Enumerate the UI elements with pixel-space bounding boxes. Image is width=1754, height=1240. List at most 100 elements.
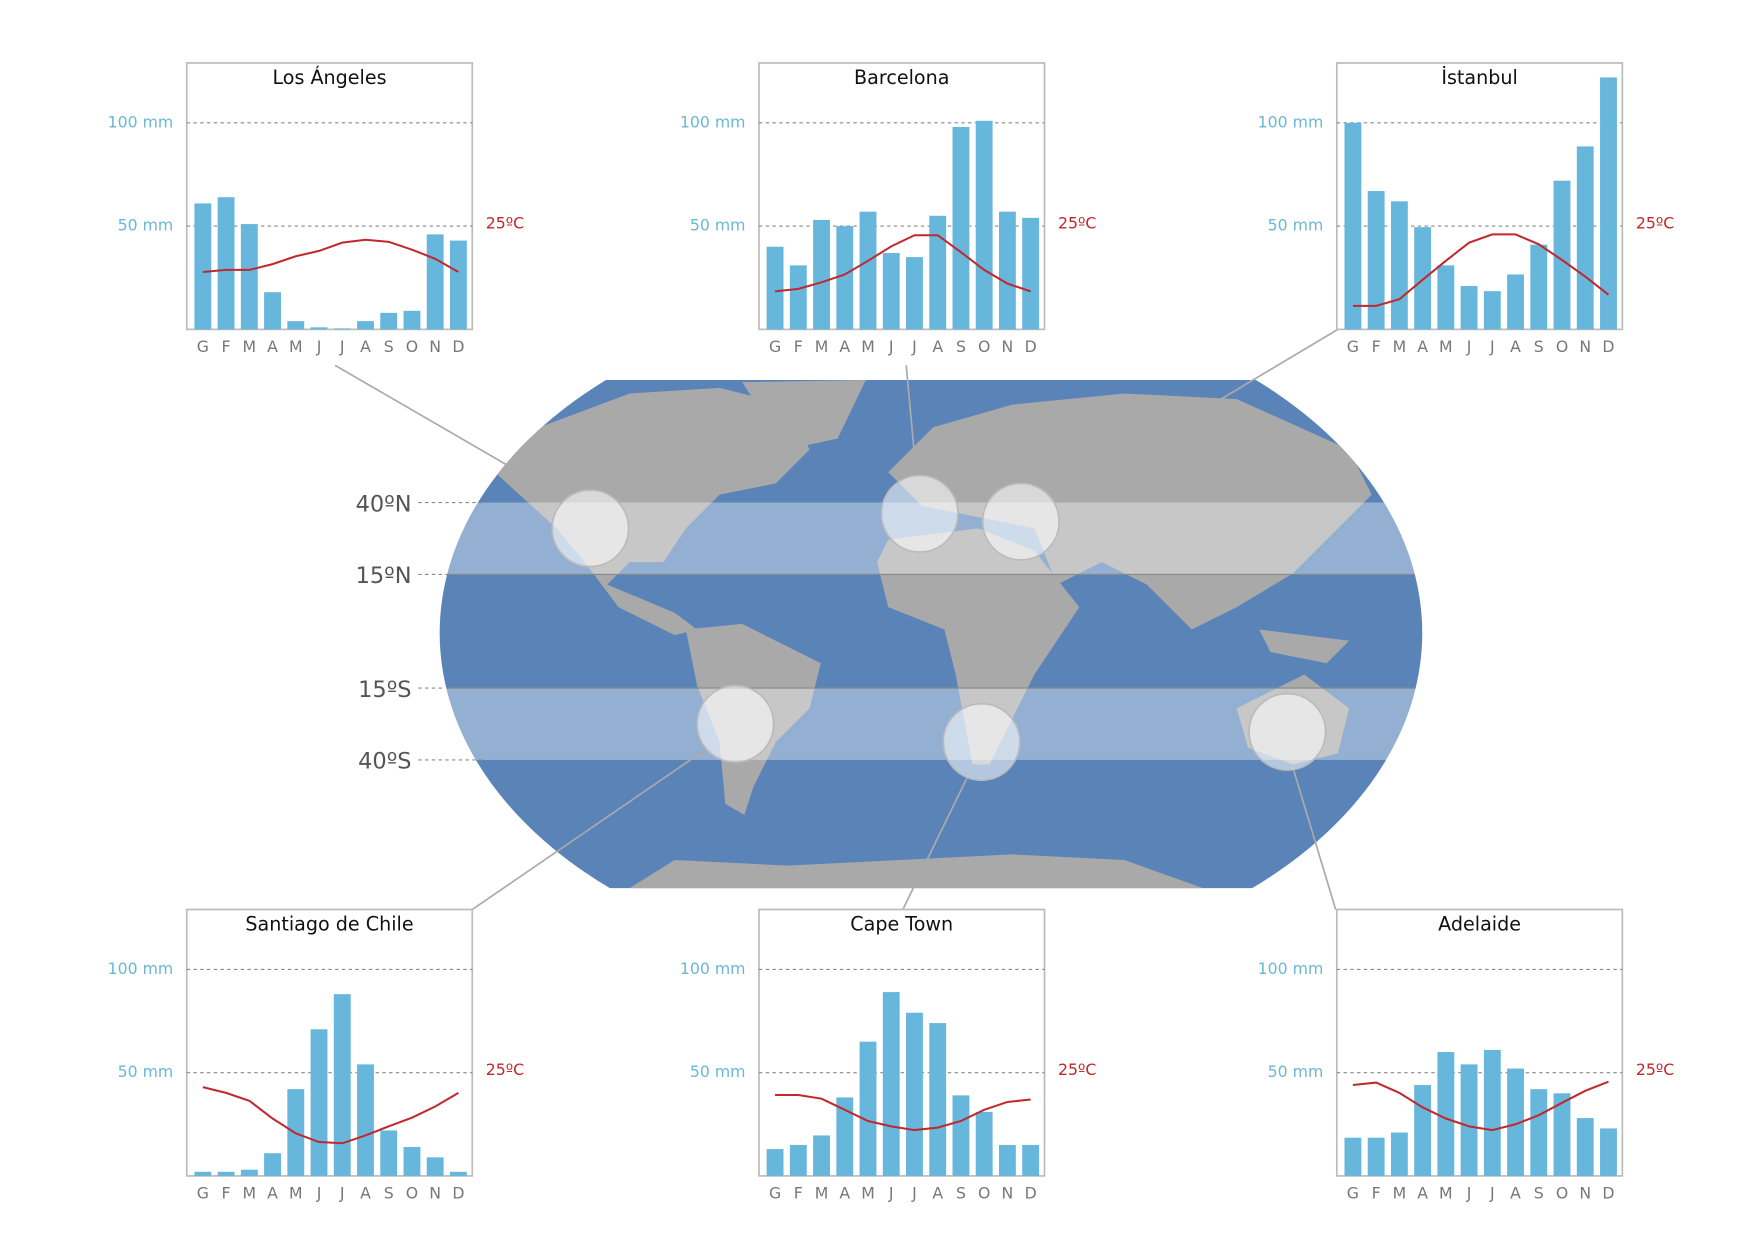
bar xyxy=(1576,146,1594,330)
bar xyxy=(194,1171,212,1176)
y-tick-label: 100 mm xyxy=(108,112,174,131)
y-tick-label: 100 mm xyxy=(108,959,174,978)
bar xyxy=(310,327,328,330)
bar xyxy=(766,246,784,330)
y2-tick-label: 25ºC xyxy=(486,1060,524,1079)
bar xyxy=(240,224,258,330)
x-tick-label: M xyxy=(289,1183,303,1202)
bar xyxy=(449,240,467,330)
y-tick-label: 50 mm xyxy=(1268,216,1324,235)
bar xyxy=(836,226,854,330)
y-tick-label: 50 mm xyxy=(1268,1062,1324,1081)
x-tick-label: J xyxy=(339,337,345,356)
bar xyxy=(1367,1137,1385,1176)
y2-tick-label: 25ºC xyxy=(1058,213,1096,232)
bar xyxy=(426,1157,444,1176)
x-tick-label: A xyxy=(1417,1183,1428,1202)
chart-title: Barcelona xyxy=(854,66,949,89)
bar xyxy=(1553,180,1571,330)
bar xyxy=(264,292,281,330)
x-tick-label: O xyxy=(1556,1183,1568,1202)
x-tick-label: N xyxy=(429,337,441,356)
x-tick-label: M xyxy=(289,337,303,356)
x-tick-label: D xyxy=(452,337,464,356)
bar xyxy=(929,1023,947,1176)
x-tick-label: M xyxy=(815,337,829,356)
bar xyxy=(952,126,970,330)
x-tick-label: O xyxy=(978,337,990,356)
x-tick-label: D xyxy=(1602,337,1614,356)
bar xyxy=(836,1097,854,1176)
bar xyxy=(287,321,305,330)
x-tick-label: O xyxy=(978,1183,990,1202)
x-tick-label: J xyxy=(1466,1183,1472,1202)
bar xyxy=(403,310,421,330)
x-tick-label: A xyxy=(932,337,943,356)
x-tick-label: J xyxy=(888,1183,894,1202)
chart-frame xyxy=(758,908,1046,1177)
bar xyxy=(1367,191,1385,330)
x-tick-label: O xyxy=(406,337,418,356)
y2-tick-label: 25ºC xyxy=(1636,213,1674,232)
chart-title: Adelaide xyxy=(1438,913,1521,936)
temperature-line xyxy=(775,1093,1031,1132)
x-tick-label: S xyxy=(384,337,394,356)
x-tick-label: J xyxy=(1466,337,1472,356)
bar xyxy=(998,211,1016,330)
x-tick-label: N xyxy=(429,1183,441,1202)
bar xyxy=(380,1130,398,1176)
bar xyxy=(310,1029,328,1176)
x-tick-label: F xyxy=(794,337,803,356)
bar xyxy=(1437,1051,1455,1176)
x-tick-label: G xyxy=(1347,337,1359,356)
x-tick-label: D xyxy=(1025,1183,1037,1202)
x-tick-label: J xyxy=(911,1183,917,1202)
bar xyxy=(1022,217,1040,330)
bar xyxy=(1600,77,1617,330)
bar xyxy=(1390,201,1408,330)
x-tick-label: D xyxy=(1602,1183,1614,1202)
x-tick-label: N xyxy=(1579,1183,1591,1202)
y-tick-label: 50 mm xyxy=(690,216,746,235)
x-tick-label: M xyxy=(1439,337,1453,356)
bar xyxy=(1022,1144,1040,1176)
temperature-line xyxy=(202,238,459,273)
y-tick-label: 50 mm xyxy=(118,216,174,235)
x-tick-label: M xyxy=(1439,1183,1453,1202)
latitude-label: 15ºS xyxy=(358,677,411,703)
x-tick-label: J xyxy=(1489,337,1495,356)
y-tick-label: 100 mm xyxy=(1258,959,1324,978)
x-tick-label: J xyxy=(316,1183,322,1202)
y-tick-label: 50 mm xyxy=(118,1062,174,1081)
chart-title: İstanbul xyxy=(1441,66,1517,89)
bar xyxy=(882,992,900,1176)
bar xyxy=(217,197,235,330)
bar xyxy=(217,1171,235,1176)
world-map xyxy=(334,328,1423,911)
x-tick-label: S xyxy=(1534,337,1544,356)
latitude-label: 15ºN xyxy=(356,563,412,589)
chart-frame xyxy=(185,908,474,1177)
x-tick-label: G xyxy=(769,1183,781,1202)
bar xyxy=(952,1095,970,1176)
bar xyxy=(357,321,374,330)
bar xyxy=(975,1111,993,1176)
bar xyxy=(1553,1093,1571,1176)
bar xyxy=(1414,227,1432,330)
x-tick-label: A xyxy=(360,1183,371,1202)
x-tick-label: M xyxy=(815,1183,829,1202)
bar xyxy=(1344,122,1362,330)
bar xyxy=(1344,1137,1362,1176)
bar xyxy=(882,252,900,330)
x-tick-label: G xyxy=(769,337,781,356)
bar xyxy=(194,203,212,330)
x-tick-label: A xyxy=(267,1183,278,1202)
bar xyxy=(813,1135,830,1176)
chart-title: Cape Town xyxy=(850,913,953,936)
x-tick-label: A xyxy=(839,337,850,356)
temperature-line xyxy=(1352,233,1610,307)
x-tick-label: S xyxy=(384,1183,394,1202)
